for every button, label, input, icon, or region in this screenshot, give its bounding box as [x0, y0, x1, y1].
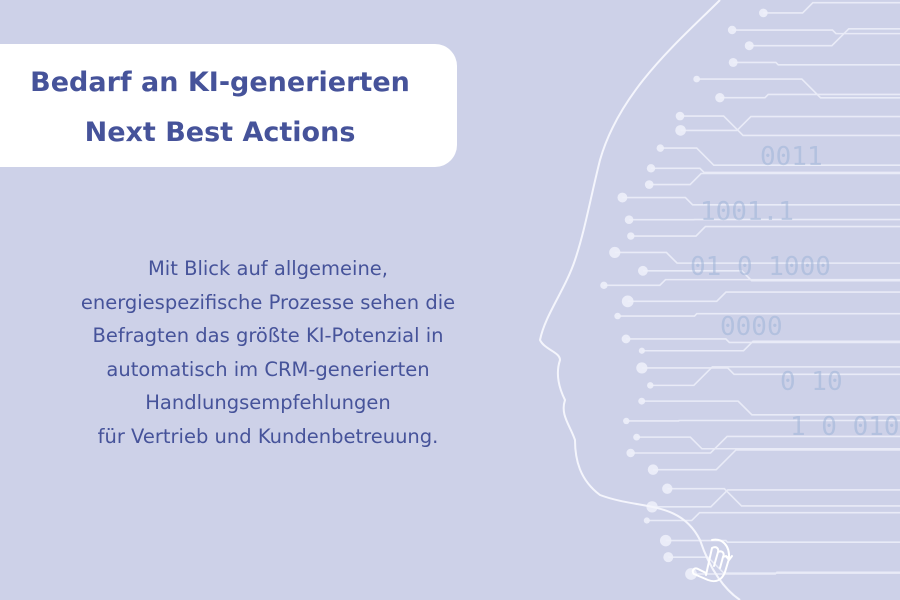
circuit-node: [627, 232, 635, 240]
circuit-trace: [646, 511, 900, 522]
hand-pointer-swipe-icon: [691, 538, 733, 583]
circuit-trace: [719, 93, 900, 99]
circuit-trace: [651, 167, 900, 174]
circuit-trace: [641, 400, 900, 416]
body-line: automatisch im CRM-generierten: [106, 357, 430, 381]
circuit-node: [614, 312, 621, 320]
circuit-trace: [680, 115, 900, 137]
circuit-node: [646, 164, 656, 173]
circuit-trace: [653, 449, 900, 471]
circuit-trace: [626, 338, 900, 344]
circuit-node: [656, 144, 665, 152]
body-line: Befragten das größte KI-Potenzial in: [92, 324, 444, 347]
circuit-trace: [627, 291, 900, 303]
circuit-node: [621, 295, 634, 308]
circuit-node: [617, 192, 628, 203]
binary-text: 0 10: [780, 367, 843, 397]
circuit-trace: [691, 571, 900, 575]
circuit-node: [728, 57, 738, 67]
binary-text: 01 0 1000: [690, 252, 831, 282]
circuit-trace: [652, 489, 900, 508]
circuit-node: [693, 75, 701, 83]
circuit-node: [643, 517, 650, 524]
binary-text: 1 0 010: [790, 412, 900, 442]
circuit-trace: [649, 172, 900, 186]
circuit-trace: [732, 29, 900, 35]
binary-text: 1001.1: [700, 197, 794, 227]
circuit-trace: [642, 270, 900, 282]
circuit-trace: [603, 278, 900, 287]
body-line: für Vertrieb und Kundenbetreuung.: [97, 424, 439, 448]
circuit-node: [685, 568, 697, 580]
circuit-node: [624, 215, 634, 225]
circuit-node: [609, 246, 621, 259]
circuit-trace: [665, 539, 900, 543]
page-title: Bedarf an KI-generierten Next Best Actio…: [0, 58, 440, 158]
circuit-node: [662, 483, 673, 494]
circuit-node: [638, 397, 646, 405]
circuit-node: [647, 464, 659, 475]
body-line: Handlungsempfehlungen: [145, 391, 391, 414]
circuit-trace: [617, 312, 900, 317]
circuit-node: [621, 334, 631, 344]
binary-text: 0011: [760, 142, 823, 172]
circuit-node: [637, 265, 648, 276]
circuit-node: [626, 448, 635, 458]
circuit-trace: [650, 366, 900, 387]
circuit-node: [644, 180, 654, 189]
circuit-trace: [614, 251, 900, 264]
circuit-trace: [630, 435, 900, 454]
circuit-trace: [733, 61, 900, 66]
circuit-node: [759, 8, 768, 18]
circuit-trace: [680, 115, 900, 132]
circuit-node: [659, 534, 672, 547]
circuit-trace: [763, 1, 900, 14]
circuit-trace: [622, 196, 900, 206]
circuit-trace: [749, 27, 900, 47]
circuit-trace: [641, 367, 900, 376]
circuit-trace: [660, 147, 900, 166]
circuit-trace: [630, 225, 900, 237]
circuit-trace: [641, 340, 900, 352]
title-line: Next Best Actions: [84, 117, 356, 148]
head-profile-outline: [538, 0, 741, 600]
body-line: energiespezifische Prozesse sehen die: [80, 290, 456, 314]
circuit-node: [675, 125, 686, 136]
circuit-trace: [636, 436, 900, 450]
circuit-node: [638, 347, 645, 354]
circuit-node: [715, 93, 725, 103]
body-paragraph: Mit Blick auf allgemeine, energiespezifi…: [0, 252, 536, 453]
circuit-trace: [667, 487, 900, 507]
circuit-node: [633, 433, 641, 441]
circuit-node: [600, 281, 608, 289]
title-card: [0, 44, 457, 167]
circuit-node: [727, 25, 737, 35]
binary-text: 0000: [720, 312, 783, 342]
body-line: Mit Blick auf allgemeine,: [147, 257, 388, 280]
circuit-trace: [696, 78, 900, 99]
circuit-node: [675, 111, 685, 121]
title-line: Bedarf an KI-generierten: [30, 67, 410, 98]
circuit-node: [647, 382, 654, 389]
circuit-node: [636, 362, 648, 374]
circuit-node: [744, 41, 754, 51]
circuit-node: [663, 552, 674, 563]
circuit-node: [623, 417, 630, 425]
